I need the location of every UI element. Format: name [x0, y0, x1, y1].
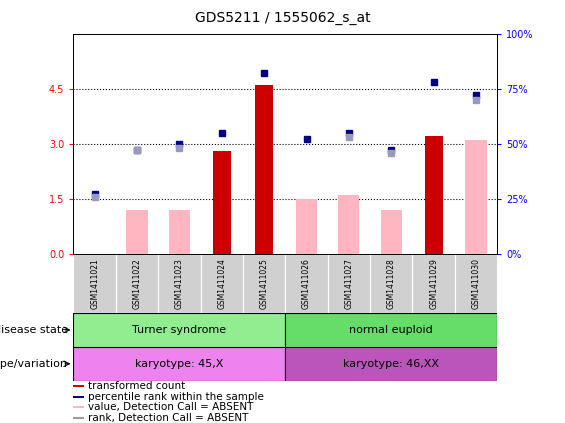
Text: GSM1411027: GSM1411027 — [345, 258, 353, 309]
Text: GSM1411028: GSM1411028 — [387, 258, 396, 309]
Text: value, Detection Call = ABSENT: value, Detection Call = ABSENT — [88, 402, 254, 412]
Text: karyotype: 45,X: karyotype: 45,X — [135, 359, 224, 369]
Bar — [285, 347, 497, 381]
Bar — [158, 254, 201, 313]
Text: genotype/variation: genotype/variation — [0, 359, 68, 369]
Bar — [73, 254, 116, 313]
Text: Turner syndrome: Turner syndrome — [132, 325, 227, 335]
Bar — [255, 85, 273, 254]
Text: GSM1411030: GSM1411030 — [472, 258, 480, 309]
Bar — [412, 254, 455, 313]
Bar — [296, 199, 317, 254]
Bar — [285, 313, 497, 347]
Bar — [328, 254, 370, 313]
Text: GSM1411026: GSM1411026 — [302, 258, 311, 309]
Bar — [213, 151, 231, 254]
Bar — [73, 396, 84, 398]
Text: GSM1411025: GSM1411025 — [260, 258, 268, 309]
Text: normal euploid: normal euploid — [349, 325, 433, 335]
Text: rank, Detection Call = ABSENT: rank, Detection Call = ABSENT — [88, 413, 249, 423]
Text: GSM1411021: GSM1411021 — [90, 258, 99, 309]
Bar — [243, 254, 285, 313]
Text: GDS5211 / 1555062_s_at: GDS5211 / 1555062_s_at — [195, 11, 370, 25]
Bar — [425, 137, 442, 254]
Text: karyotype: 46,XX: karyotype: 46,XX — [344, 359, 439, 369]
Bar — [370, 254, 412, 313]
Text: GSM1411022: GSM1411022 — [133, 258, 141, 309]
Bar — [466, 140, 486, 254]
Text: transformed count: transformed count — [88, 381, 185, 391]
Bar — [73, 385, 84, 387]
Bar — [116, 254, 158, 313]
Bar — [169, 210, 190, 254]
Bar — [285, 254, 328, 313]
Text: GSM1411029: GSM1411029 — [429, 258, 438, 309]
Text: GSM1411023: GSM1411023 — [175, 258, 184, 309]
Bar — [73, 347, 285, 381]
Bar — [73, 313, 285, 347]
Bar — [73, 417, 84, 419]
Bar — [127, 210, 147, 254]
Bar — [381, 210, 402, 254]
Bar — [455, 254, 497, 313]
Text: disease state: disease state — [0, 325, 68, 335]
Text: percentile rank within the sample: percentile rank within the sample — [88, 392, 264, 401]
Bar — [73, 406, 84, 408]
Text: GSM1411024: GSM1411024 — [218, 258, 226, 309]
Bar — [338, 195, 359, 254]
Bar — [201, 254, 243, 313]
